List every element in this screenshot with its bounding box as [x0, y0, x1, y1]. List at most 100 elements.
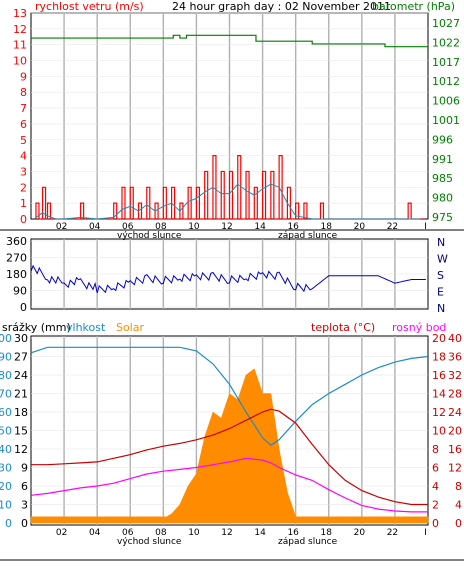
- humidity-tick-label: 10: [0, 499, 12, 512]
- temperature2-tick-label: 32: [448, 369, 462, 382]
- temperature2-tick-label: 12: [448, 462, 462, 475]
- pressure-tick-label: 1017: [432, 56, 460, 69]
- temperature-tick-label: 14: [432, 388, 446, 401]
- hour-tick-label: 06: [122, 528, 134, 538]
- hour-tick-label: 18: [321, 222, 333, 232]
- pressure-tick-label: 991: [432, 153, 453, 166]
- temperature-line: [31, 408, 428, 506]
- temperature-tick-label: 4: [432, 480, 439, 493]
- temperature2-tick-label: 8: [455, 480, 462, 493]
- rain-tick-label: 3: [21, 499, 28, 512]
- temperature-tick-label: 20: [432, 332, 446, 345]
- pressure-tick-label: 1006: [432, 95, 460, 108]
- wind-tick-label: 4: [20, 150, 27, 163]
- series: [30, 34, 429, 524]
- rain-tick-label: 0: [21, 517, 28, 530]
- rain-tick-label: 6: [21, 480, 28, 493]
- humidity-tick-label: 100: [0, 332, 12, 345]
- hour-tick-label: 06: [122, 222, 134, 232]
- direction-tick-label: 270: [6, 252, 27, 265]
- pressure-tick-label: 1012: [432, 75, 460, 88]
- solar-area: [30, 368, 429, 524]
- rain-tick-label: 9: [21, 462, 28, 475]
- wind-tick-label: 1: [20, 197, 27, 210]
- temperature-tick-label: 18: [432, 351, 446, 364]
- sunset-label-bottom: západ slunce: [278, 537, 338, 547]
- compass-label: N: [437, 302, 445, 315]
- rain-tick-label: 15: [14, 425, 28, 438]
- temperature-tick-label: 6: [432, 462, 439, 475]
- direction-tick-label: 90: [13, 285, 27, 298]
- humidity-tick-label: 30: [0, 462, 12, 475]
- temperature2-tick-label: 24: [448, 406, 462, 419]
- axis-labels: 0202040406060808101012121414161618182020…: [0, 7, 462, 538]
- direction-tick-label: 180: [6, 268, 27, 281]
- temperature-tick-label: 8: [432, 443, 439, 456]
- pressure-tick-label: 996: [432, 133, 453, 146]
- humidity-tick-label: 0: [5, 517, 12, 530]
- hour-tick-label: 08: [155, 222, 167, 232]
- direction-line: [30, 264, 426, 294]
- pressure-tick-label: 1001: [432, 114, 460, 127]
- pressure-line: [31, 34, 428, 48]
- hour-tick-label: 22: [387, 222, 398, 232]
- sunset-label-top: západ slunce: [278, 231, 338, 241]
- compass-label: E: [437, 286, 444, 299]
- hour-tick-label: 04: [89, 222, 101, 232]
- hour-tick-label: 02: [56, 222, 67, 232]
- wind-tick-label: 9: [20, 70, 27, 83]
- hour-tick-label: 08: [155, 528, 167, 538]
- temperature-axis-label: teplota (°C): [311, 321, 375, 334]
- hour-tick-label: 10: [188, 528, 200, 538]
- sunrise-label-bottom: východ slunce: [117, 537, 182, 547]
- hour-tick-label: 04: [89, 528, 101, 538]
- humidity-tick-label: 70: [0, 388, 12, 401]
- wind-tick-label: 11: [13, 39, 27, 52]
- hour-tick-label: 16: [287, 222, 299, 232]
- temperature2-tick-label: 16: [448, 443, 462, 456]
- wind-tick-label: 13: [13, 7, 27, 20]
- wind-gust-line: [35, 155, 423, 220]
- solar-axis-label: Solar: [116, 321, 145, 334]
- hour-tick-label: 20: [354, 528, 366, 538]
- temperature-tick-label: 12: [432, 406, 446, 419]
- hour-tick-label: 14: [254, 528, 266, 538]
- temperature2-tick-label: 20: [448, 425, 462, 438]
- direction-tick-label: 360: [6, 235, 27, 248]
- rain-tick-label: 21: [14, 388, 28, 401]
- rain-tick-label: 30: [14, 332, 28, 345]
- temperature2-tick-label: 40: [448, 332, 462, 345]
- chart-title: 24 hour graph day : 02 November 2011: [172, 0, 391, 13]
- rain-tick-label: 12: [14, 443, 28, 456]
- pressure-tick-label: 1022: [432, 36, 460, 49]
- wind-tick-label: 5: [20, 134, 27, 147]
- temperature-tick-label: 16: [432, 369, 446, 382]
- pressure-tick-label: 980: [432, 192, 453, 205]
- wind-tick-label: 0: [20, 213, 27, 226]
- humidity-axis-label: vlhkost: [66, 321, 106, 334]
- humidity-tick-label: 60: [0, 406, 12, 419]
- temperature-tick-label: 0: [432, 517, 439, 530]
- wind-tick-label: 7: [20, 102, 27, 115]
- humidity-tick-label: 50: [0, 425, 12, 438]
- hour-tick-label: 02: [56, 528, 67, 538]
- wind-average-line: [35, 183, 420, 220]
- pressure-tick-label: 985: [432, 172, 453, 185]
- humidity-tick-label: 80: [0, 369, 12, 382]
- humidity-line: [30, 346, 429, 447]
- dewpoint-line: [30, 457, 428, 513]
- dewpoint-axis-label: rosný bod: [392, 321, 446, 334]
- hour-tick-label: 14: [254, 222, 266, 232]
- hour-tick-label: I: [424, 528, 427, 538]
- humidity-tick-label: 40: [0, 443, 12, 456]
- compass-label: W: [437, 253, 448, 266]
- temperature-tick-label: 10: [432, 425, 446, 438]
- compass-label: N: [437, 236, 445, 249]
- pressure-axis-label: barometr (hPa): [372, 0, 455, 13]
- pressure-tick-label: 1027: [432, 17, 460, 30]
- humidity-tick-label: 20: [0, 480, 12, 493]
- rain-tick-label: 18: [14, 406, 28, 419]
- hour-tick-label: 16: [287, 528, 299, 538]
- wind-tick-label: 10: [13, 55, 27, 68]
